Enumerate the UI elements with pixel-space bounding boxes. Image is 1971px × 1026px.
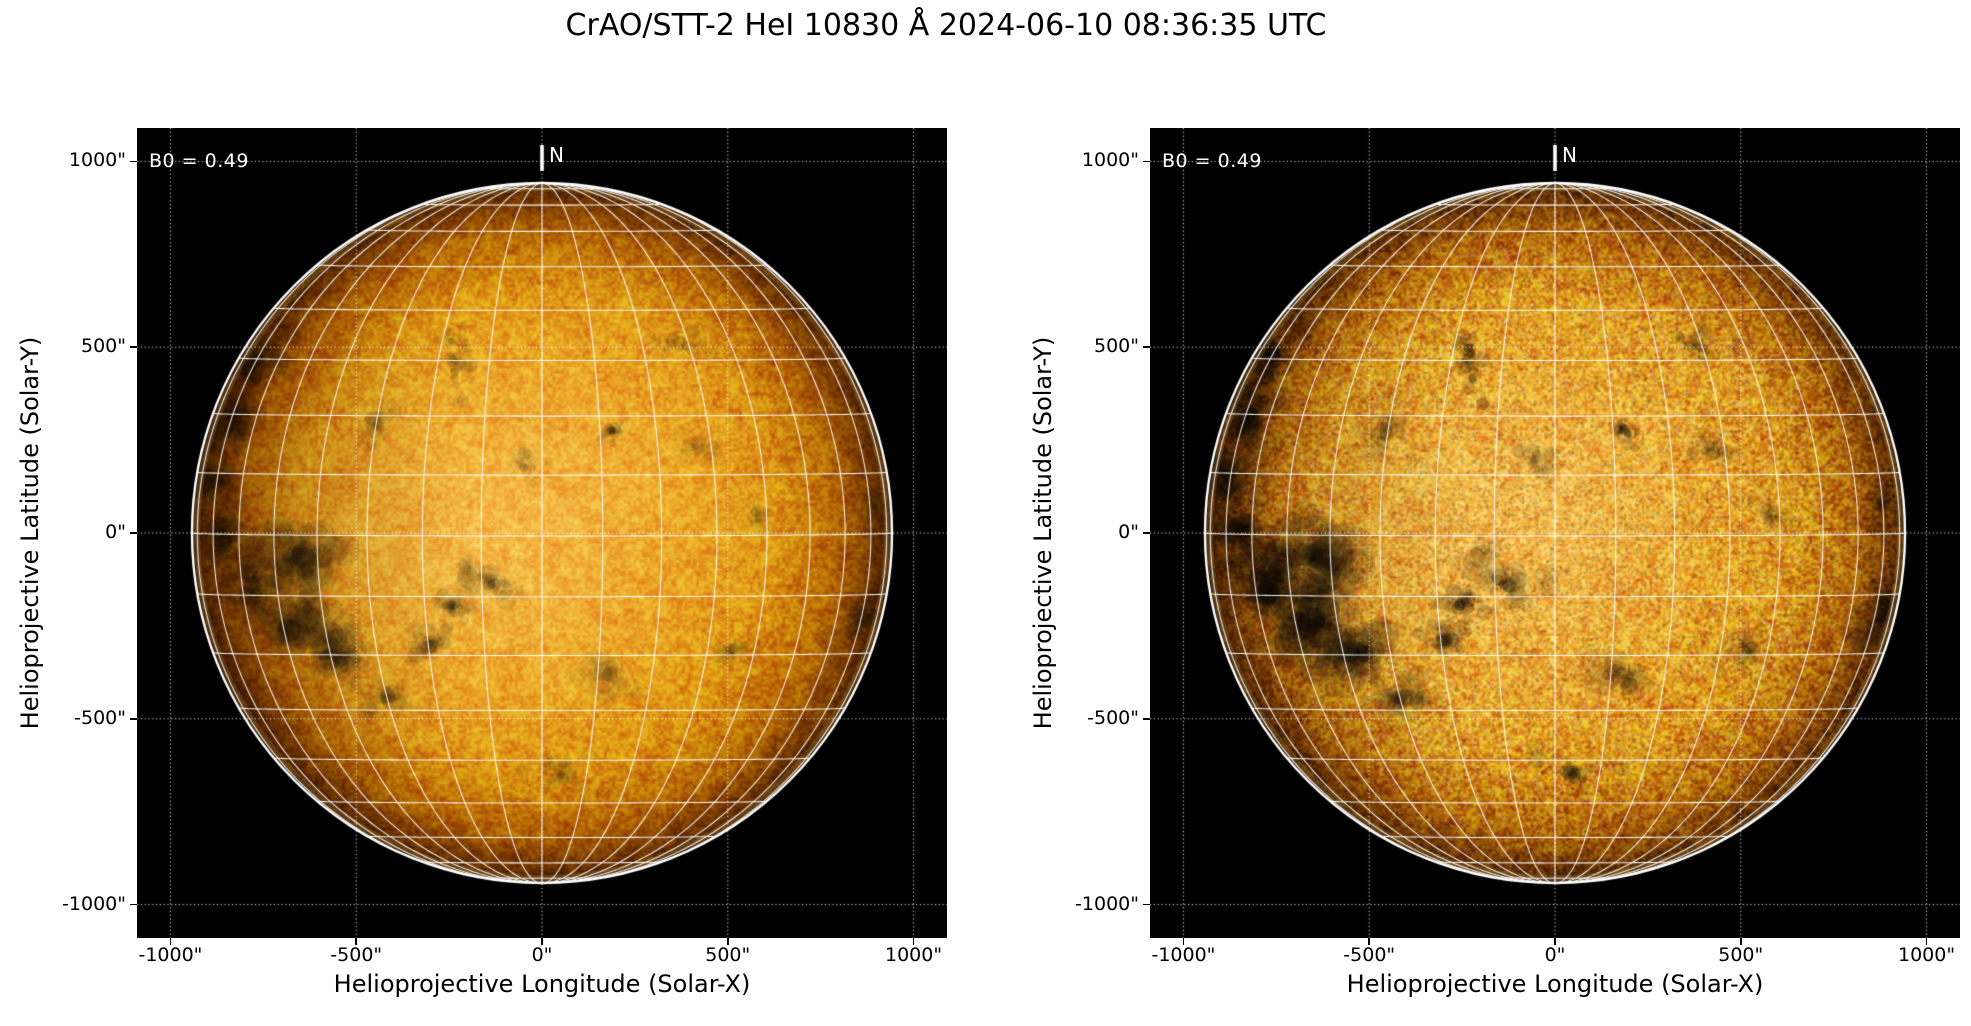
y-tick-mark (130, 903, 137, 906)
x-tick-mark (912, 938, 915, 945)
x-tick-label: 500" (705, 944, 751, 966)
y-tick-label: 500" (80, 335, 126, 358)
y-tick-label: 1000" (1081, 149, 1139, 172)
y-tick-label: 0" (1118, 521, 1139, 543)
y-tick-mark (130, 160, 137, 163)
y-tick-mark (1143, 346, 1150, 348)
x-tick-label: -1000" (138, 944, 203, 966)
y-tick-label: -1000" (1075, 892, 1139, 915)
y-tick-mark (130, 532, 137, 534)
y-tick-mark (1143, 532, 1150, 534)
x-axis-label-right: Helioprojective Longitude (Solar-X) (1346, 970, 1764, 998)
x-tick-mark (1368, 938, 1370, 945)
x-tick-label: 0" (1544, 944, 1566, 966)
x-tick-mark (1925, 938, 1928, 945)
b0-annotation-right: B0 = 0.49 (1162, 150, 1262, 172)
north-pole-label-left: N (549, 143, 564, 167)
y-tick-mark (1143, 717, 1150, 720)
y-tick-label: -500" (74, 706, 126, 729)
solar-disk-image-right (1150, 128, 1960, 938)
x-tick-mark (1182, 938, 1185, 945)
x-axis-label-left: Helioprojective Longitude (Solar-X) (333, 970, 751, 998)
b0-annotation-left: B0 = 0.49 (149, 150, 249, 172)
y-axis-label-left: Helioprojective Latitude (Solar-Y) (16, 336, 44, 730)
north-pole-label-right: N (1562, 143, 1577, 167)
solar-disk-image-left (137, 128, 947, 938)
x-tick-label: 1000" (1898, 944, 1956, 966)
y-tick-mark (1143, 160, 1150, 163)
y-tick-label: -500" (1087, 706, 1139, 729)
x-tick-mark (169, 938, 172, 945)
x-tick-label: -500" (330, 944, 383, 966)
y-tick-mark (130, 346, 137, 348)
y-tick-label: 500" (1093, 335, 1139, 358)
x-tick-label: -1000" (1151, 944, 1216, 966)
figure-title: CrAO/STT-2 HeI 10830 Å 2024-06-10 08:36:… (565, 8, 1327, 43)
x-tick-label: 500" (1718, 944, 1764, 966)
x-tick-mark (1739, 938, 1742, 945)
x-tick-mark (541, 938, 543, 945)
y-tick-label: 0" (105, 521, 126, 543)
x-tick-mark (726, 938, 729, 945)
y-axis-label-right: Helioprojective Latitude (Solar-Y) (1029, 336, 1057, 730)
y-tick-mark (130, 717, 137, 720)
y-tick-label: 1000" (68, 149, 126, 172)
y-tick-mark (1143, 903, 1150, 906)
x-tick-mark (355, 938, 357, 945)
y-tick-label: -1000" (62, 892, 126, 915)
x-tick-mark (1554, 938, 1556, 945)
x-tick-label: -500" (1343, 944, 1396, 966)
x-tick-label: 1000" (885, 944, 943, 966)
x-tick-label: 0" (531, 944, 553, 966)
